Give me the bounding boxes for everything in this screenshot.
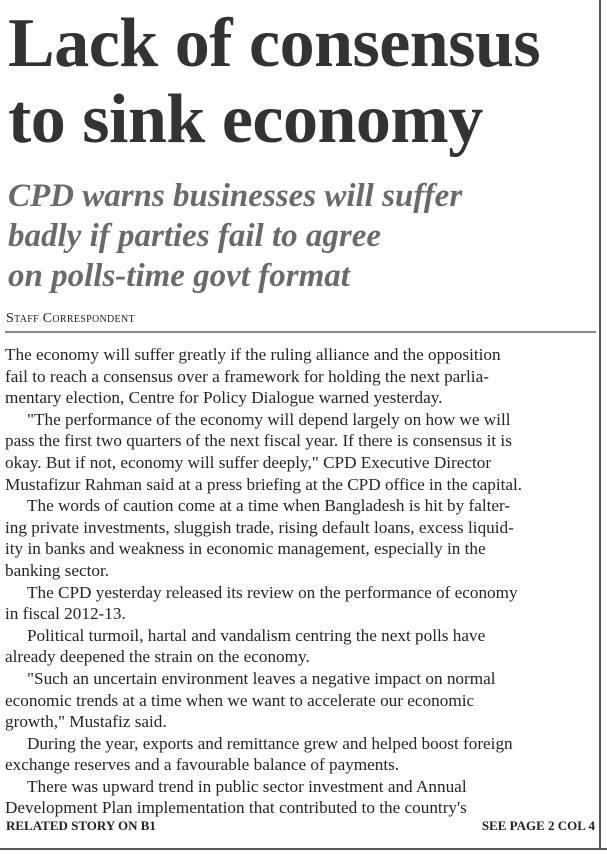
- subhead-line: CPD warns businesses will suffer: [8, 178, 463, 214]
- subheadline: CPD warns businesses will suffer badly i…: [8, 176, 462, 296]
- continued-page-link[interactable]: SEE PAGE 2 COL 4: [481, 818, 595, 833]
- paragraph-line: The CPD yesterday released its review on…: [27, 582, 518, 602]
- related-story-link[interactable]: RELATED STORY ON B1: [6, 818, 156, 833]
- byline-divider: [5, 331, 596, 333]
- paragraph-line: Political turmoil, hartal and vandalism …: [27, 625, 486, 645]
- subhead-line: badly if parties fail to agree: [8, 218, 382, 254]
- paragraph-line: The words of caution come at a time when…: [27, 496, 511, 516]
- paragraph-line: During the year, exports and remittance …: [27, 733, 513, 753]
- article-paragraph: There was upward trend in public sector …: [5, 776, 597, 819]
- paragraph-line: mentary election, Centre for Policy Dial…: [5, 388, 443, 408]
- paragraph-line: in fiscal 2012-13.: [5, 604, 126, 624]
- headline: Lack of consensus to sink economy: [8, 5, 541, 158]
- paragraph-line: exchange reserves and a favourable balan…: [5, 755, 400, 775]
- article-paragraph: During the year, exports and remittance …: [5, 733, 597, 776]
- article-paragraph: The words of caution come at a time when…: [5, 495, 597, 581]
- headline-line: to sink economy: [8, 81, 483, 158]
- subhead-line: on polls-time govt format: [8, 258, 350, 294]
- paragraph-line: Development Plan implementation that con…: [5, 798, 467, 818]
- paragraph-line: ity in banks and weakness in economic ma…: [5, 539, 486, 559]
- paragraph-line: Mustafizur Rahman said at a press briefi…: [5, 474, 523, 494]
- paragraph-line: The economy will suffer greatly if the r…: [5, 345, 501, 364]
- paragraph-line: banking sector.: [5, 560, 110, 580]
- paragraph-line: growth," Mustafiz said.: [5, 712, 167, 732]
- article-body: The economy will suffer greatly if the r…: [5, 344, 597, 819]
- article-paragraph: "Such an uncertain environment leaves a …: [5, 668, 597, 733]
- paragraph-line: pass the first two quarters of the next …: [5, 431, 512, 451]
- paragraph-line: fail to reach a consensus over a framewo…: [5, 366, 489, 386]
- headline-line: Lack of consensus: [8, 5, 541, 82]
- article-paragraph: Political turmoil, hartal and vandalism …: [5, 625, 597, 668]
- frame-border-bottom: [0, 848, 607, 850]
- paragraph-line: ing private investments, sluggish trade,…: [5, 517, 514, 537]
- frame-border-right: [599, 0, 601, 850]
- paragraph-line: okay. But if not, economy will suffer de…: [5, 452, 492, 472]
- paragraph-line: already deepened the strain on the econo…: [5, 647, 310, 667]
- paragraph-line: "Such an uncertain environment leaves a …: [27, 668, 496, 688]
- paragraph-line: There was upward trend in public sector …: [27, 776, 467, 796]
- paragraph-line: "The performance of the economy will dep…: [27, 409, 511, 429]
- paragraph-line: economic trends at a time when we want t…: [5, 690, 475, 710]
- article-paragraph: "The performance of the economy will dep…: [5, 409, 597, 495]
- article-paragraph: The CPD yesterday released its review on…: [5, 582, 597, 625]
- article-paragraph: The economy will suffer greatly if the r…: [5, 344, 597, 409]
- byline: Staff Correspondent: [6, 311, 135, 326]
